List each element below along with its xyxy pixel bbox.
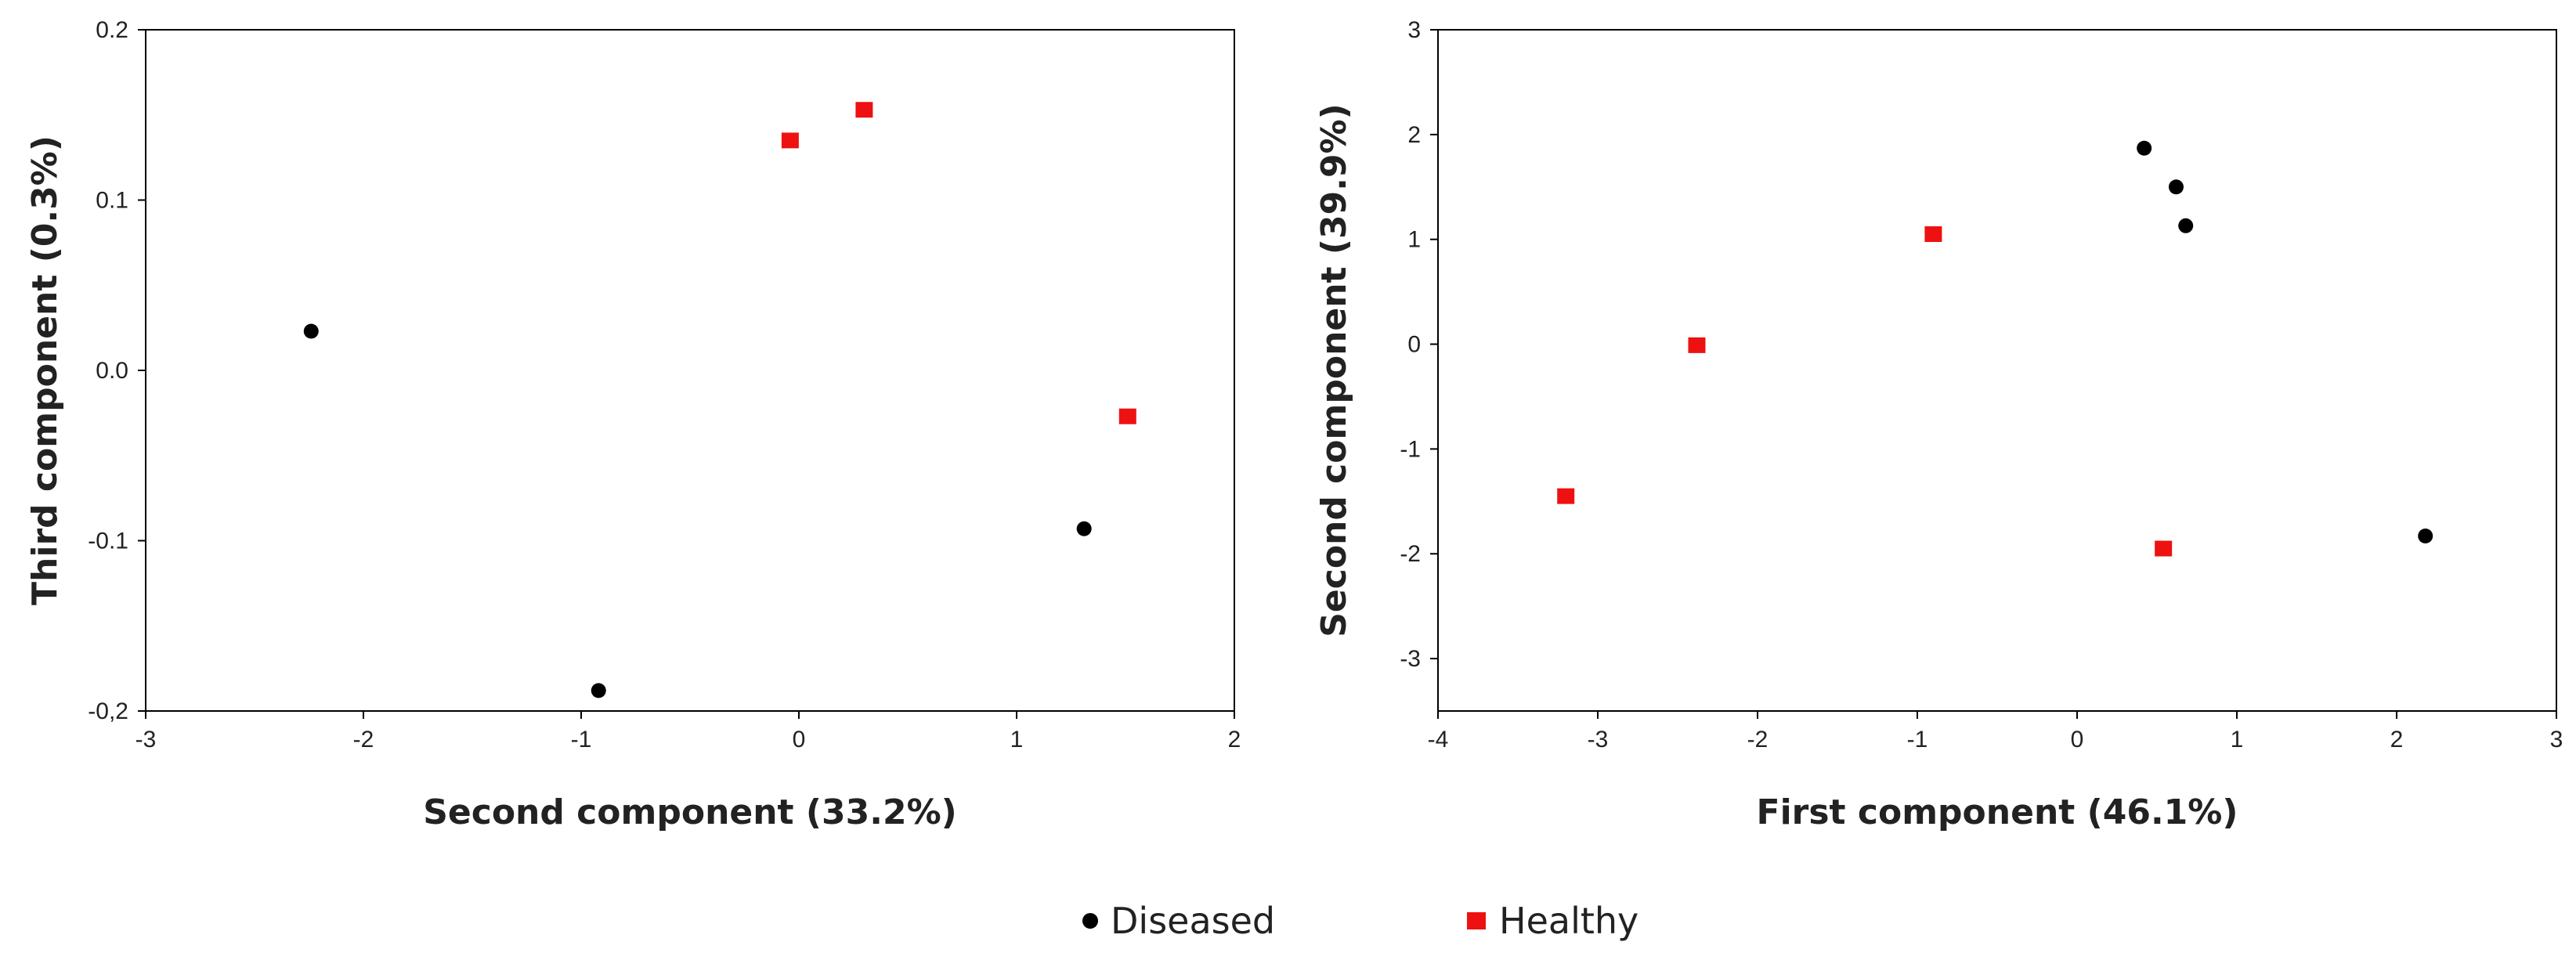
x-axis-label: Second component (33.2%) (423, 792, 957, 832)
y-tick-label: -3 (1400, 646, 1421, 672)
y-tick-label: -1 (1400, 436, 1421, 462)
x-tick-label: -3 (135, 727, 157, 752)
x-tick-label: -1 (1907, 727, 1928, 752)
data-point-diseased (2168, 179, 2184, 195)
data-point-healthy (1557, 488, 1575, 504)
x-tick-label: 0 (2071, 727, 2084, 752)
chart-right: -4 -3 -2 -1 0 1 2 3 -3 -2 -1 0 1 2 3 First component (4… (1314, 17, 2563, 832)
x-tick-label: 0 (793, 727, 806, 752)
x-tick-label: -2 (353, 727, 374, 752)
data-point-diseased (2418, 528, 2433, 543)
x-tick-label: 1 (1010, 727, 1024, 752)
data-point-healthy (1688, 337, 1706, 353)
y-tick-label: -0,2 (88, 698, 128, 724)
legend-marker-diseased (1082, 913, 1098, 929)
data-point-healthy (855, 102, 873, 118)
x-tick-label: -3 (1588, 727, 1609, 752)
legend-label-diseased: Diseased (1111, 900, 1275, 942)
legend-marker-healthy (1467, 912, 1486, 929)
y-tick-label: 0.0 (96, 358, 128, 384)
plot-frame (1437, 29, 2557, 712)
y-tick-label: 1 (1407, 227, 1421, 253)
data-point-healthy (1118, 408, 1136, 424)
data-point-diseased (2137, 140, 2152, 156)
x-tick-label: 3 (2550, 727, 2563, 752)
data-point-diseased (303, 323, 319, 339)
x-tick-label: 2 (2390, 727, 2404, 752)
y-tick-label: 0 (1407, 332, 1421, 358)
y-tick-label: -0.1 (88, 529, 128, 554)
x-tick-label: -1 (571, 727, 592, 752)
y-tick-label: -2 (1400, 541, 1421, 567)
data-point-healthy (781, 132, 799, 149)
x-tick-label: 1 (2231, 727, 2244, 752)
data-point-diseased (591, 683, 606, 698)
plot-frame (145, 29, 1235, 712)
legend-label-healthy: Healthy (1499, 900, 1638, 942)
y-axis-label: Second component (39.9%) (1314, 103, 1354, 637)
x-axis-label: First component (46.1%) (1757, 792, 2238, 832)
y-tick-label: 3 (1407, 17, 1421, 43)
data-point-healthy (1924, 226, 1942, 242)
y-axis-label: Third component (0.3%) (25, 135, 65, 605)
data-point-diseased (1076, 521, 1092, 536)
y-tick-label: 0.1 (96, 188, 128, 214)
chart-left: -3 -2 -1 0 1 2 -0,2 -0.1 0.0 0.1 0.2 Second compone… (25, 17, 1241, 832)
legend: Diseased Healthy (1082, 900, 1638, 942)
y-tick-label: 2 (1407, 122, 1421, 148)
x-tick-label: -4 (1428, 727, 1449, 752)
data-point-diseased (2178, 218, 2194, 233)
x-tick-label: -2 (1747, 727, 1769, 752)
data-point-healthy (2155, 540, 2173, 557)
x-tick-label: 2 (1228, 727, 1241, 752)
y-tick-label: 0.2 (96, 17, 128, 43)
